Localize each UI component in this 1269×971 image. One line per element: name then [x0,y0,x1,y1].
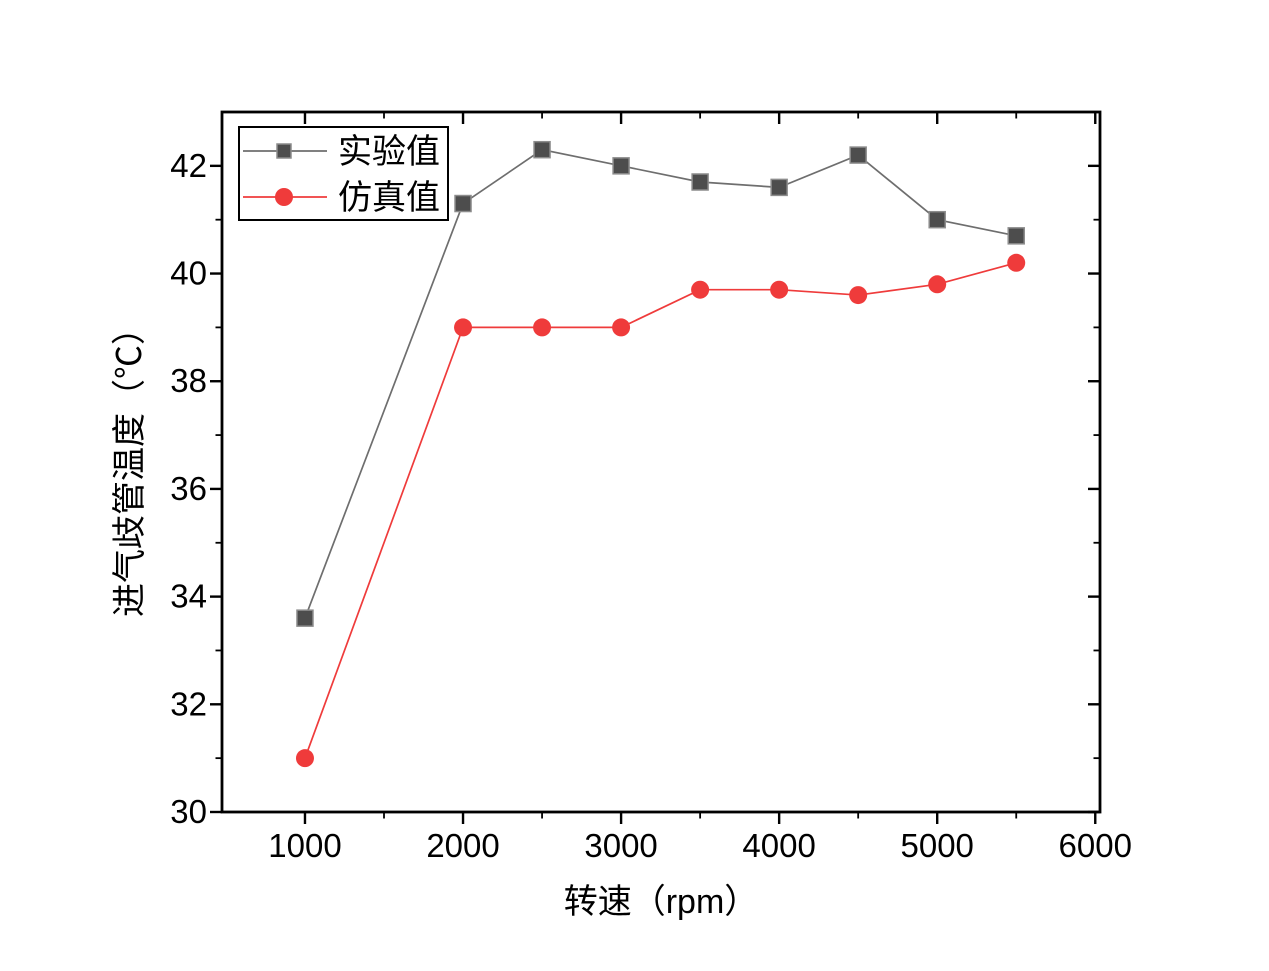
legend-sample-circle-marker [275,188,293,206]
x-tick-label: 4000 [742,827,815,864]
data-point-marker [1007,253,1026,272]
data-point-marker [928,275,947,294]
data-point-marker [849,286,868,305]
legend-sample-square-marker [276,143,292,159]
series-simulation [295,253,1026,768]
legend-samples [243,143,327,206]
y-tick-label: 34 [170,578,207,615]
y-tick-label: 30 [170,793,207,830]
data-point-marker [533,318,552,337]
x-tick-label: 1000 [268,827,341,864]
x-tick-label: 2000 [426,827,499,864]
plot-border [220,110,1102,814]
data-point-marker [849,146,867,164]
y-axis-title: 进气歧管温度（℃） [111,311,149,617]
data-point-marker [691,280,710,299]
data-point-marker [454,318,473,337]
axes-layer: 1000 2000 3000 4000 5000 6000 30 32 34 36 38 40 42 [170,110,1132,864]
data-point-marker [296,609,314,627]
data-point-marker [533,140,551,159]
y-tick-label: 36 [170,470,207,507]
legend-label-simulation: 仿真值 [338,179,440,217]
y-tick-label: 38 [170,362,207,399]
y-tick-label: 42 [170,147,207,184]
legend-label-experimental: 实验值 [338,133,440,171]
x-tick-label: 3000 [584,827,657,864]
x-tick-label: 5000 [900,827,973,864]
x-axis-title: 转速（rpm） [564,883,759,921]
legend: 实验值 仿真值 [238,126,449,221]
data-point-marker [454,194,472,213]
data-point-marker [612,318,631,337]
series-layer [295,140,1026,768]
y-tick-label: 32 [170,685,207,722]
x-tick-label: 6000 [1059,827,1132,864]
data-point-marker [1007,227,1025,245]
data-point-marker [928,210,946,229]
data-point-marker [770,178,788,197]
data-point-marker [691,173,709,191]
data-point-marker [295,749,314,768]
data-point-marker [612,157,630,175]
series-experimental [296,140,1025,627]
data-point-marker [770,280,789,299]
y-tick-label: 40 [170,255,207,292]
legend-box [238,126,449,221]
